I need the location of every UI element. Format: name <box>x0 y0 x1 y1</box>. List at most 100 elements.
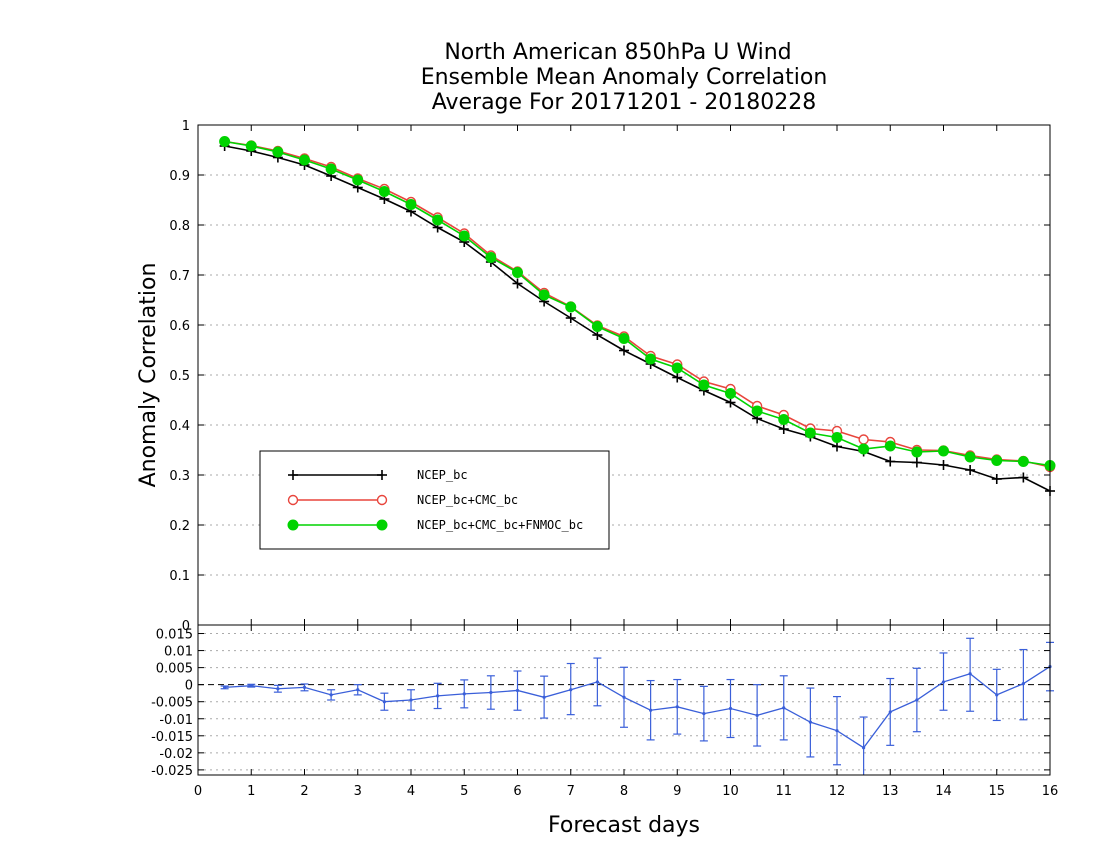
data-point-open <box>858 434 869 445</box>
x-tick-label: 12 <box>829 784 846 799</box>
data-point-filled <box>299 154 310 166</box>
x-tick-label: 4 <box>407 784 415 799</box>
data-point-filled <box>272 146 284 158</box>
title-line-3: Average For 20171201 - 20180228 <box>432 90 817 115</box>
difference-point <box>995 693 999 697</box>
difference-point <box>702 712 706 716</box>
difference-point <box>968 672 972 676</box>
y-tick-label: 0.4 <box>169 419 190 434</box>
difference-point <box>489 690 493 695</box>
difference-point <box>755 713 759 717</box>
data-point-filled <box>219 136 231 147</box>
y-tick-label: 0 <box>185 679 193 694</box>
difference-point <box>622 695 626 699</box>
data-point-open <box>287 494 299 506</box>
y-tick-label: 0.015 <box>156 628 193 643</box>
top-panel-series <box>219 136 1056 496</box>
data-point-filled <box>645 353 657 365</box>
difference-point <box>276 687 280 691</box>
y-tick-label: 0.9 <box>169 169 190 184</box>
difference-point <box>675 705 679 709</box>
data-point-filled <box>378 186 390 197</box>
bottom-y-ticks: 0.015 0.01 0.005 0 -0.005 -0.01 -0.015 -0.02 -0.… <box>151 628 1050 779</box>
data-point-filled <box>376 519 388 531</box>
y-tick-label: 0.7 <box>169 269 190 284</box>
data-point-filled <box>725 388 736 399</box>
data-point-open <box>376 494 388 506</box>
difference-point <box>649 708 653 712</box>
legend-label: NCEP_bc+CMC_bc+FNMOC_bc <box>417 518 583 532</box>
data-point-filled <box>591 321 603 332</box>
difference-point <box>1021 682 1025 686</box>
data-point-filled <box>778 414 790 425</box>
bottom-panel-series <box>223 664 1052 750</box>
data-point-filled <box>405 199 417 210</box>
difference-point <box>941 680 946 684</box>
y-tick-label: 0.6 <box>169 319 190 334</box>
y-tick-label: 1 <box>182 119 190 134</box>
data-point-filled <box>964 451 976 463</box>
data-point-filled <box>938 445 949 457</box>
series-ncep-bc <box>219 141 1055 496</box>
x-tick-label: 15 <box>988 784 1005 799</box>
x-tick-label: 0 <box>194 784 202 799</box>
y-tick-label: 0.01 <box>164 645 193 660</box>
difference-point <box>915 698 919 702</box>
y-tick-label: 0.8 <box>169 219 190 234</box>
difference-point <box>329 693 333 697</box>
bottom-panel-errorbars <box>220 637 1054 775</box>
x-tick-label: 8 <box>620 784 628 799</box>
x-tick-label: 16 <box>1042 784 1059 799</box>
difference-point <box>569 688 573 692</box>
difference-point <box>888 710 892 714</box>
y-tick-label: -0.01 <box>159 713 193 728</box>
x-tick-label: 9 <box>673 784 681 799</box>
difference-point <box>542 695 546 699</box>
x-tick-label: 7 <box>567 784 575 799</box>
top-y-ticks: 0 0.1 0.2 0.3 0.4 0.5 0.6 0.7 0.8 0.9 1 <box>169 119 1050 634</box>
x-tick-label: 2 <box>300 784 308 799</box>
difference-point <box>808 720 812 724</box>
y-tick-label: 0.005 <box>156 662 193 677</box>
data-point-filled <box>287 519 299 531</box>
legend: NCEP_bc NCEP_bc+CMC_bc NCEP_bc+CMC_bc+FNMO… <box>259 450 610 550</box>
y-tick-label: 0.3 <box>169 469 190 484</box>
difference-point <box>515 688 520 693</box>
difference-point <box>409 698 413 702</box>
difference-point <box>782 706 786 710</box>
data-point-filled <box>884 440 896 452</box>
title-line-1: North American 850hPa U Wind <box>444 40 791 65</box>
x-ticks: 0 1 2 3 4 5 6 7 8 9 10 11 12 13 14 15 16 <box>194 125 1058 799</box>
data-point-filled <box>911 446 923 458</box>
x-tick-label: 6 <box>513 784 521 799</box>
series-line <box>224 140 1051 467</box>
y-tick-label: -0.005 <box>151 696 193 711</box>
data-point-filled <box>698 379 710 391</box>
title-line-2: Ensemble Mean Anomaly Correlation <box>421 65 828 90</box>
series-ncep-bc-cmc-bc-fnmoc-bc <box>219 136 1056 471</box>
data-point-filled <box>565 301 577 313</box>
data-point-filled <box>804 427 816 439</box>
data-point-filled <box>1017 456 1029 467</box>
data-point-filled <box>991 455 1003 466</box>
difference-point <box>436 694 440 698</box>
series-line <box>224 140 1051 468</box>
difference-point <box>728 706 733 711</box>
difference-point <box>462 692 466 696</box>
data-point-filled <box>512 267 523 278</box>
x-axis-label: Forecast days <box>548 813 700 838</box>
data-point-filled <box>245 140 257 152</box>
y-tick-label: -0.015 <box>151 730 193 745</box>
top-panel-grid <box>198 174 1050 576</box>
x-tick-label: 14 <box>935 784 952 799</box>
data-point-filled <box>485 252 497 263</box>
x-tick-label: 10 <box>722 784 739 799</box>
data-point-filled <box>538 289 550 301</box>
data-point-filled <box>458 230 470 242</box>
difference-point <box>862 746 866 750</box>
y-axis-label: Anomaly Correlation <box>136 263 161 488</box>
y-tick-label: -0.025 <box>151 764 193 779</box>
x-tick-label: 11 <box>775 784 792 799</box>
data-point-filled <box>671 362 683 374</box>
data-point-filled <box>618 333 630 344</box>
